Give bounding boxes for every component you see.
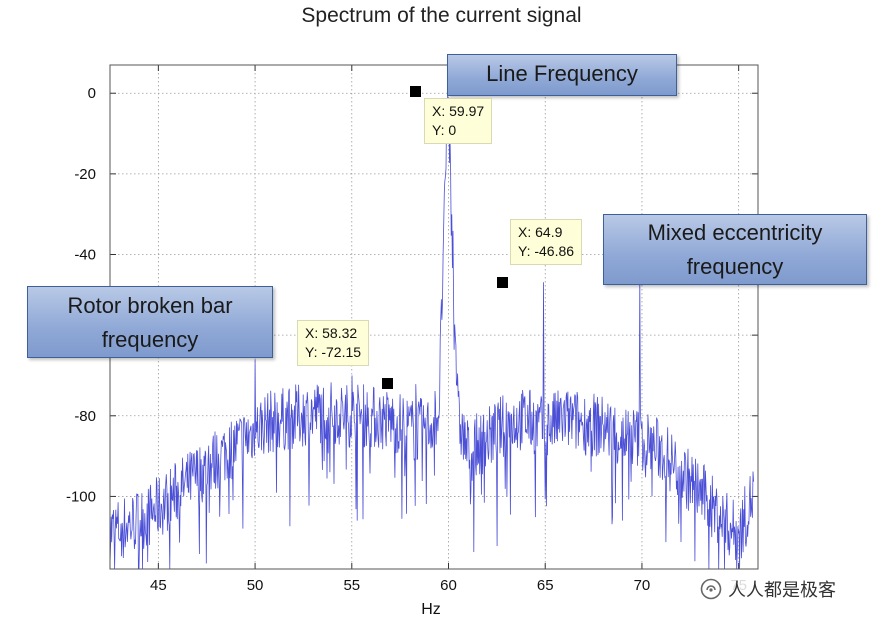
line-frequency-callout-text: Line Frequency	[486, 61, 638, 86]
mixed-eccentricity-callout-line1: Mixed eccentricity	[647, 220, 823, 245]
x-tick-label: 60	[440, 577, 457, 594]
datatip-broken-bar-y: Y: -72.15	[305, 344, 362, 360]
datatip-line-frequency: X: 59.97 Y: 0	[424, 98, 493, 144]
x-tick-label: 50	[247, 577, 264, 594]
datatip-marker-line-frequency	[410, 86, 421, 97]
datatip-eccentricity-x: X: 64.9	[518, 224, 563, 240]
x-axis-label: Hz	[421, 601, 441, 618]
datatip-marker-eccentricity	[497, 277, 508, 288]
watermark-text: 人人都是极客	[728, 580, 836, 600]
x-tick-label: 65	[537, 577, 554, 594]
x-tick-label: 55	[343, 577, 360, 594]
datatip-eccentricity: X: 64.9 Y: -46.86	[510, 219, 583, 265]
y-tick-label: 0	[88, 85, 96, 102]
mixed-eccentricity-callout: Mixed eccentricity frequency	[603, 214, 867, 285]
datatip-line-frequency-x: X: 59.97	[432, 103, 485, 119]
datatip-line-frequency-y: Y: 0	[432, 122, 457, 138]
datatip-marker-broken-bar	[382, 378, 393, 389]
line-frequency-callout: Line Frequency	[447, 54, 677, 96]
chart-title: Spectrum of the current signal	[301, 4, 582, 27]
y-tick-label: -20	[74, 166, 96, 183]
rotor-broken-bar-callout: Rotor broken bar frequency	[27, 286, 273, 358]
datatip-broken-bar: X: 58.32 Y: -72.15	[297, 320, 370, 366]
rotor-broken-bar-callout-line1: Rotor broken bar	[67, 293, 233, 318]
wechat-official-account-icon	[700, 578, 722, 600]
rotor-broken-bar-callout-line2: frequency	[101, 327, 199, 352]
watermark: 人人都是极客	[696, 574, 840, 604]
mixed-eccentricity-callout-line2: frequency	[686, 254, 784, 279]
x-tick-label: 45	[150, 577, 167, 594]
spectrum-series-line	[109, 93, 754, 570]
y-tick-label: -100	[66, 488, 96, 505]
datatip-eccentricity-y: Y: -46.86	[518, 243, 575, 259]
x-tick-label: 70	[634, 577, 651, 594]
datatip-broken-bar-x: X: 58.32	[305, 325, 358, 341]
y-tick-label: -40	[74, 247, 96, 264]
y-tick-label: -80	[74, 408, 96, 425]
